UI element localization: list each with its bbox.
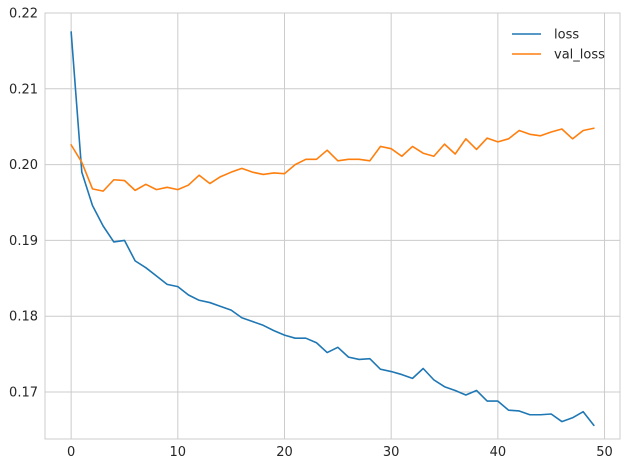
legend-label-val-loss: val_loss	[554, 48, 605, 63]
y-tick-label: 0.21	[9, 82, 38, 97]
series-line-val-loss	[70, 127, 595, 192]
series-line-loss	[70, 31, 595, 427]
y-tick-label: 0.22	[9, 7, 38, 22]
y-tick-label: 0.18	[9, 310, 38, 325]
series-lines	[70, 31, 595, 427]
legend: loss val_loss	[512, 28, 605, 63]
legend-label-loss: loss	[554, 28, 579, 43]
plot-frame	[44, 12, 621, 440]
x-tick-label: 0	[67, 445, 75, 460]
y-tick-label: 0.17	[9, 386, 38, 401]
x-tick-label: 50	[596, 445, 613, 460]
plot-area	[45, 13, 620, 439]
y-tick-label: 0.19	[9, 234, 38, 249]
x-tick-label: 10	[170, 445, 187, 460]
x-tick-label: 30	[383, 445, 400, 460]
tick-labels: 0 10 20 30 40 50 0.17 0.18 0.19 0.20 0.21 0.22	[9, 7, 613, 461]
x-tick-label: 20	[276, 445, 293, 460]
x-tick-label: 40	[490, 445, 507, 460]
y-tick-label: 0.20	[9, 158, 38, 173]
